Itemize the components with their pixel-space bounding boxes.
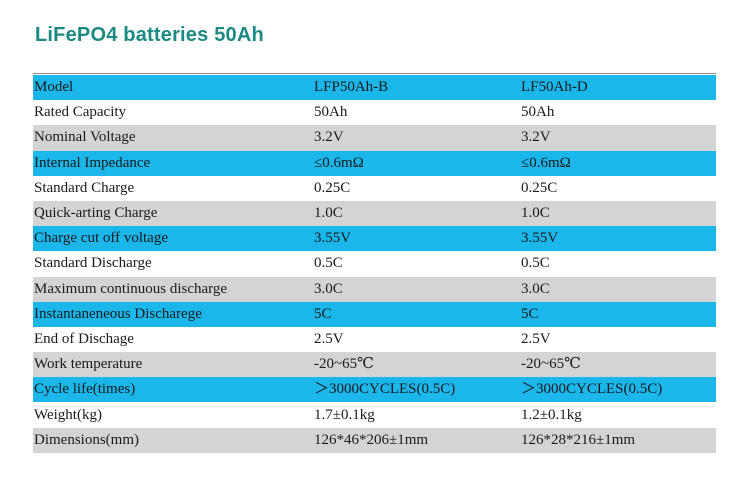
model-b-value-cell: 2.5V xyxy=(313,326,520,353)
table-row: End of Dischage 2.5V 2.5V xyxy=(33,326,716,353)
model-d-value-cell: 5C xyxy=(520,301,716,327)
model-b-value-cell: LFP50Ah-B xyxy=(313,75,520,101)
top-rule xyxy=(33,73,716,74)
model-b-value-cell: 50Ah xyxy=(313,100,520,126)
model-b-value-cell: 1.0C xyxy=(313,200,520,227)
spec-label-cell: Quick-arting Charge xyxy=(33,200,313,227)
spec-label-cell: Standard Discharge xyxy=(33,251,313,277)
table-row: Rated Capacity 50Ah 50Ah xyxy=(33,100,716,126)
spec-label-cell: Dimensions(mm) xyxy=(33,427,313,453)
table-row: Quick-arting Charge 1.0C 1.0C xyxy=(33,200,716,227)
table-row: Weight(kg) 1.7±0.1kg 1.2±0.1kg xyxy=(33,402,716,428)
model-d-value-cell: 126*28*216±1mm xyxy=(520,427,716,453)
model-b-value-cell: 0.25C xyxy=(313,175,520,201)
spec-label-cell: Model xyxy=(33,75,313,101)
spec-label-cell: Nominal Voltage xyxy=(33,125,313,151)
model-b-value-cell: 3.0C xyxy=(313,276,520,302)
table-row: Charge cut off voltage 3.55V 3.55V xyxy=(33,226,716,252)
table-row: Model LFP50Ah-B LF50Ah-D xyxy=(33,75,716,101)
model-d-value-cell: ≤0.6mΩ xyxy=(520,150,716,176)
spec-label-cell: Internal Impedance xyxy=(33,150,313,176)
model-d-value-cell: 50Ah xyxy=(520,100,716,126)
model-d-value-cell: LF50Ah-D xyxy=(520,75,716,101)
table-row: Work temperature -20~65℃ -20~65℃ xyxy=(33,352,716,378)
model-b-value-cell: ＞3000CYCLES(0.5C) xyxy=(313,377,520,403)
table-row: Dimensions(mm) 126*46*206±1mm 126*28*216±1… xyxy=(33,427,716,453)
spec-label-cell: Weight(kg) xyxy=(33,402,313,428)
spec-label-cell: Work temperature xyxy=(33,352,313,378)
spec-label-cell: Maximum continuous discharge xyxy=(33,276,313,302)
model-b-value-cell: 126*46*206±1mm xyxy=(313,427,520,453)
spec-table-body: Model LFP50Ah-B LF50Ah-D Rated Capacity 50Ah… xyxy=(33,75,716,453)
model-b-value-cell: 3.2V xyxy=(313,125,520,151)
spec-label-cell: Charge cut off voltage xyxy=(33,226,313,252)
spec-label-cell: Standard Charge xyxy=(33,175,313,201)
model-d-value-cell: -20~65℃ xyxy=(520,352,716,378)
table-row: Standard Charge 0.25C 0.25C xyxy=(33,175,716,201)
model-b-value-cell: ≤0.6mΩ xyxy=(313,150,520,176)
page-title: LiFePO4 batteries 50Ah xyxy=(35,24,264,46)
table-row: Instantaneneous Discharege 5C 5C xyxy=(33,301,716,327)
model-b-value-cell: 3.55V xyxy=(313,226,520,252)
model-d-value-cell: 1.2±0.1kg xyxy=(520,402,716,428)
model-b-value-cell: 5C xyxy=(313,301,520,327)
spec-label-cell: Cycle life(times) xyxy=(33,377,313,403)
model-d-value-cell: 0.5C xyxy=(520,251,716,277)
model-d-value-cell: 0.25C xyxy=(520,175,716,201)
table-row: Nominal Voltage 3.2V 3.2V xyxy=(33,125,716,151)
model-b-value-cell: -20~65℃ xyxy=(313,352,520,378)
table-row: Maximum continuous discharge 3.0C 3.0C xyxy=(33,276,716,302)
model-d-value-cell: 3.2V xyxy=(520,125,716,151)
spec-label-cell: Rated Capacity xyxy=(33,100,313,126)
spec-table: Model LFP50Ah-B LF50Ah-D Rated Capacity 50Ah… xyxy=(33,75,716,453)
model-d-value-cell: ＞3000CYCLES(0.5C) xyxy=(520,377,716,403)
model-d-value-cell: 1.0C xyxy=(520,200,716,227)
table-row: Standard Discharge 0.5C 0.5C xyxy=(33,251,716,277)
model-d-value-cell: 3.0C xyxy=(520,276,716,302)
table-row: Cycle life(times) ＞3000CYCLES(0.5C) ＞3000C… xyxy=(33,377,716,403)
model-b-value-cell: 1.7±0.1kg xyxy=(313,402,520,428)
model-d-value-cell: 2.5V xyxy=(520,326,716,353)
spec-label-cell: Instantaneneous Discharege xyxy=(33,301,313,327)
model-d-value-cell: 3.55V xyxy=(520,226,716,252)
spec-label-cell: End of Dischage xyxy=(33,326,313,353)
model-b-value-cell: 0.5C xyxy=(313,251,520,277)
table-row: Internal Impedance ≤0.6mΩ ≤0.6mΩ xyxy=(33,150,716,176)
